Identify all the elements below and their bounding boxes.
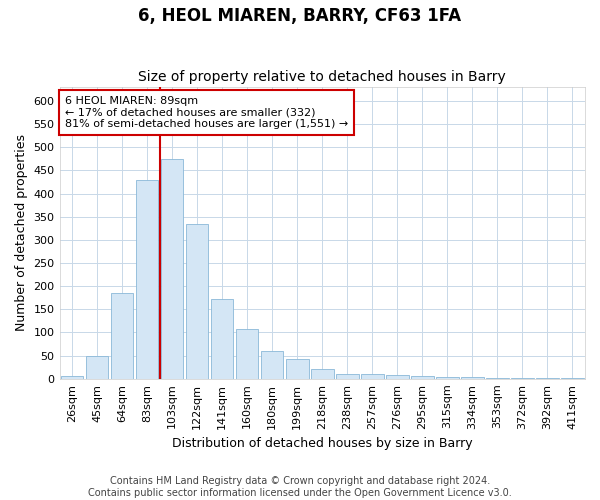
Bar — [486, 378, 509, 379]
Bar — [336, 374, 359, 379]
Bar — [536, 378, 559, 379]
Text: 6 HEOL MIAREN: 89sqm
← 17% of detached houses are smaller (332)
81% of semi-deta: 6 HEOL MIAREN: 89sqm ← 17% of detached h… — [65, 96, 348, 129]
Bar — [86, 356, 109, 379]
Y-axis label: Number of detached properties: Number of detached properties — [15, 134, 28, 332]
Bar — [111, 293, 133, 379]
Title: Size of property relative to detached houses in Barry: Size of property relative to detached ho… — [139, 70, 506, 85]
Bar — [61, 376, 83, 379]
Bar — [386, 375, 409, 379]
Bar — [461, 378, 484, 379]
Bar — [261, 351, 283, 379]
Bar — [211, 299, 233, 379]
Bar — [361, 374, 383, 379]
Text: Contains HM Land Registry data © Crown copyright and database right 2024.
Contai: Contains HM Land Registry data © Crown c… — [88, 476, 512, 498]
Bar — [136, 180, 158, 379]
Bar — [561, 378, 584, 379]
Text: 6, HEOL MIAREN, BARRY, CF63 1FA: 6, HEOL MIAREN, BARRY, CF63 1FA — [139, 8, 461, 26]
Bar — [311, 368, 334, 379]
Bar — [436, 378, 458, 379]
Bar — [186, 224, 208, 379]
Bar — [411, 376, 434, 379]
Bar — [161, 159, 184, 379]
Bar — [236, 330, 259, 379]
X-axis label: Distribution of detached houses by size in Barry: Distribution of detached houses by size … — [172, 437, 473, 450]
Bar — [286, 359, 308, 379]
